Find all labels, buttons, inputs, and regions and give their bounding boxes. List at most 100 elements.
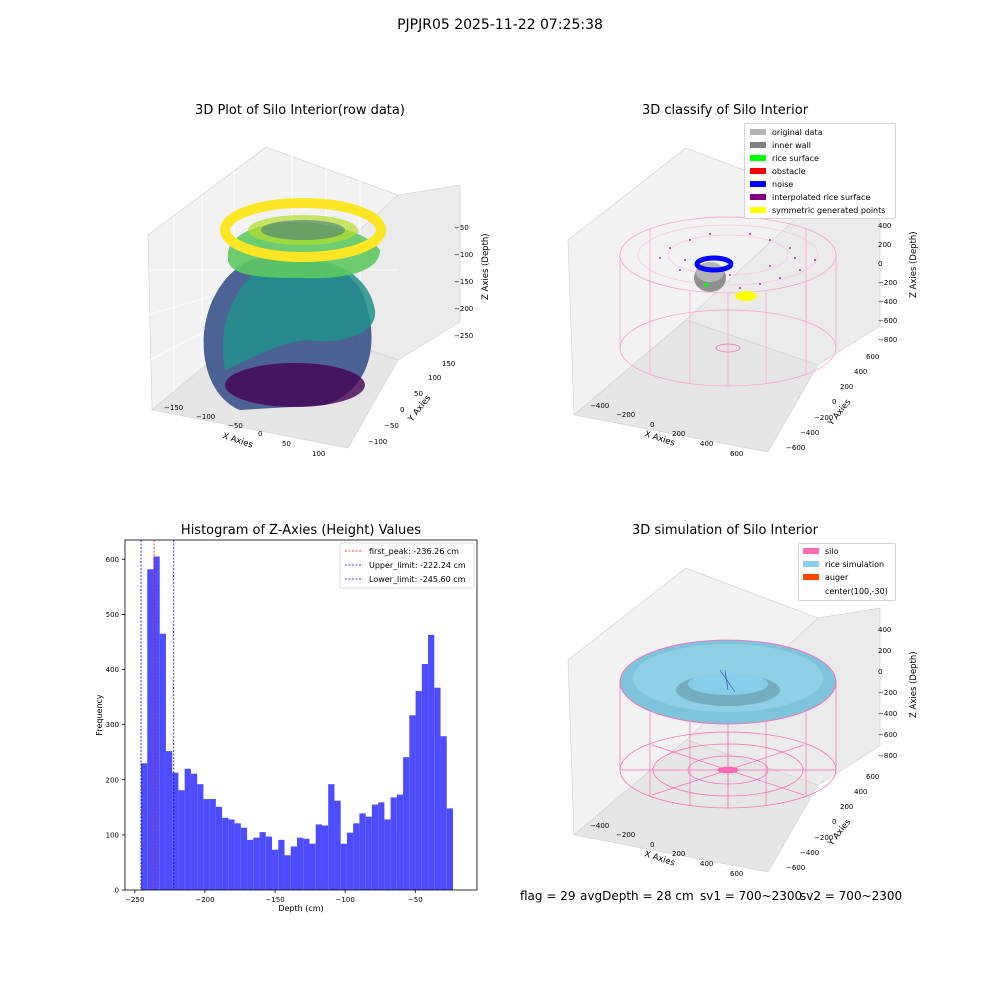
raw-z-tick: −250 [454, 332, 473, 340]
y-tick-label: 500 [106, 611, 119, 619]
raw-y-tick: −100 [368, 438, 387, 446]
classify-z-tick: −600 [878, 317, 897, 325]
histogram-bar [346, 832, 354, 890]
classify-x-tick: 0 [650, 421, 654, 429]
legend-label: silo [825, 547, 839, 556]
histogram-bar [409, 715, 416, 890]
histogram-bar [215, 806, 223, 890]
legend-upper-limit: Upper_limit: -222.24 cm [369, 561, 466, 570]
histogram-bar [334, 800, 341, 890]
legend-label: original data [772, 128, 823, 137]
classify-y-tick: −600 [786, 444, 805, 452]
raw-x-tick: 100 [312, 450, 325, 458]
x-tick-label: −100 [336, 896, 355, 904]
histogram-bar [159, 633, 166, 890]
histogram-bar [184, 768, 191, 890]
sim-y-tick: −600 [786, 864, 805, 872]
histogram-bar [240, 827, 248, 890]
classify-y-tick: 200 [840, 383, 853, 391]
x-tick-label: −50 [408, 896, 423, 904]
sim-z-tick: −400 [878, 710, 897, 718]
classify-x-tick: 600 [730, 450, 743, 458]
x-axis-label: Depth (cm) [278, 904, 323, 913]
raw-point-cloud [203, 198, 386, 410]
simulation-legend-entries: silo rice simulation auger center(100,-3… [803, 547, 888, 596]
histogram-bar [428, 634, 435, 890]
sim-x-tick: −400 [590, 822, 609, 830]
classify-y-tick: 0 [832, 398, 836, 406]
histogram-bar [434, 687, 441, 890]
histogram-bar [384, 819, 391, 890]
y-tick-label: 0 [115, 887, 119, 895]
histogram-bar [197, 784, 204, 890]
reference-lines [140, 540, 175, 890]
histogram-bar [446, 808, 454, 890]
simulation-silo-wireframe [619, 680, 837, 809]
histogram-bar [415, 691, 422, 890]
classify-z-tick: 200 [878, 241, 891, 249]
histogram-bar [290, 846, 298, 890]
histogram-bar [147, 569, 154, 890]
y-ticks: 0 100 200 300 400 500 600 [106, 556, 125, 895]
histogram-bar [253, 837, 260, 890]
histogram-legend: first_peak: -236.26 cm Upper_limit: -222… [339, 542, 475, 589]
histogram-bar [228, 819, 235, 890]
raw-x-tick: 50 [282, 440, 291, 448]
raw-x-axis-label: X Axies [221, 431, 254, 450]
classify-z-tick: 0 [878, 260, 882, 268]
legend-swatch [750, 142, 766, 148]
legend-swatch [750, 207, 766, 213]
y-tick-label: 200 [106, 776, 119, 784]
y-axis-label: Frequency [95, 694, 104, 736]
sim-z-tick: −200 [878, 689, 897, 697]
sim-z-tick: 400 [878, 626, 891, 634]
raw-y-tick: 50 [414, 390, 423, 398]
raw-y-tick: 0 [400, 406, 404, 414]
sim-z-tick: 200 [878, 647, 891, 655]
histogram-bar [396, 794, 404, 890]
legend-first-peak: first_peak: -236.26 cm [369, 547, 459, 556]
legend-swatch [750, 168, 766, 174]
histogram-bar [247, 839, 254, 890]
raw-z-tick: −200 [454, 305, 473, 313]
sim-y-tick: 200 [840, 803, 853, 811]
sv2-text: sv2 = 700~2300 [800, 889, 903, 903]
legend-label: auger [825, 573, 849, 582]
classify-plot-title: 3D classify of Silo Interior [641, 103, 809, 118]
y-tick-label: 100 [106, 831, 119, 839]
histogram-bar [284, 855, 291, 890]
x-tick-label: −150 [265, 896, 284, 904]
sim-y-axis-label: Y Axies [826, 817, 854, 849]
legend-label: center(100,-30) [825, 587, 888, 596]
classify-z-tick: −800 [878, 336, 897, 344]
raw-z-tick: −150 [454, 278, 473, 286]
histogram-bar [403, 757, 410, 890]
y-tick-label: 400 [106, 666, 119, 674]
raw-z-tick: −50 [454, 224, 469, 232]
sim-x-tick: 0 [650, 841, 654, 849]
sim-z-axis-label: Z Axies (Depth) [909, 651, 919, 718]
classify-y-tick: 600 [866, 353, 879, 361]
figure-title: PJPJR05 2025-11-22 07:25:38 [397, 17, 603, 33]
legend-swatch [803, 548, 819, 554]
legend-label: symmetric generated points [772, 206, 885, 215]
y-tick-label: 300 [106, 721, 119, 729]
classify-clusters [694, 255, 757, 301]
legend-lower-limit: Lower_limit: -245.60 cm [369, 575, 466, 584]
sim-z-tick: −600 [878, 731, 897, 739]
histogram-bar [321, 825, 329, 890]
histogram-bar [259, 832, 266, 890]
histogram-bar [309, 843, 316, 890]
simulation-3d-plot: 400 200 0 −200 −400 −600 −800 −400 −200 … [567, 567, 919, 878]
sim-x-tick: 600 [730, 870, 743, 878]
histogram-bars [140, 556, 454, 890]
histogram-bar [440, 736, 447, 890]
classify-y-tick: 400 [854, 368, 867, 376]
legend-swatch [803, 574, 819, 580]
legend-label: noise [772, 180, 793, 189]
classify-x-tick: −200 [616, 411, 635, 419]
legend-swatch [803, 561, 819, 567]
legend-swatch [750, 129, 766, 135]
sim-y-tick: 0 [832, 818, 836, 826]
